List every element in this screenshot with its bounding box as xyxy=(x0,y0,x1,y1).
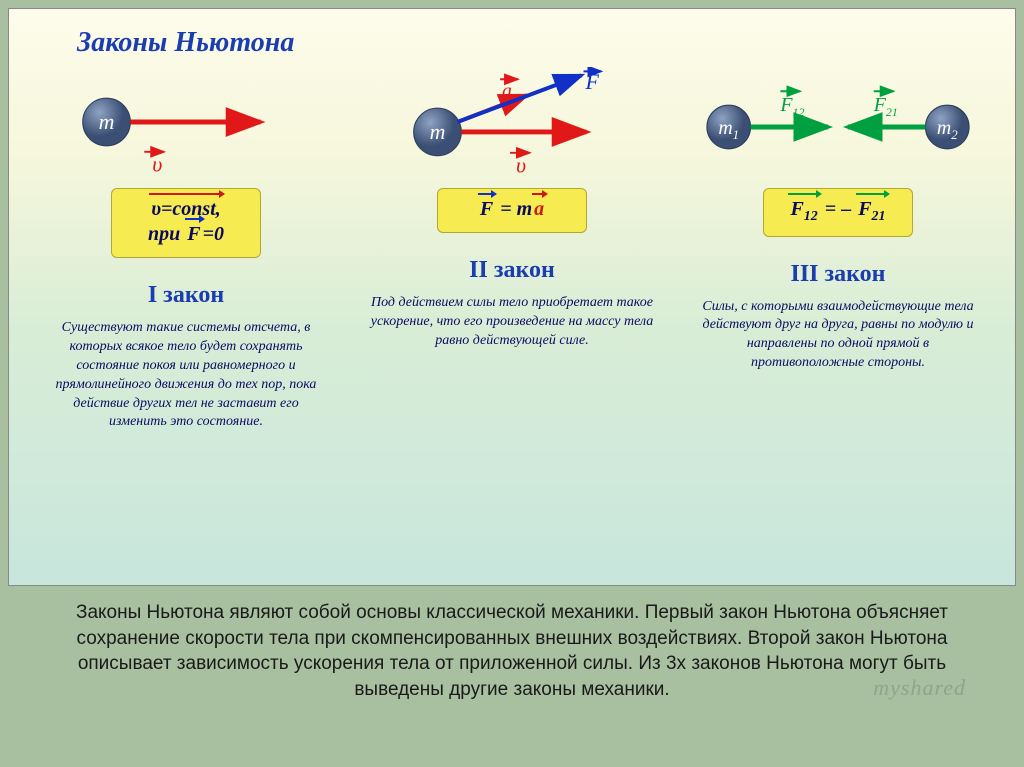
formula-1-suffix: =0 xyxy=(203,223,224,245)
law-3-diagram: m1 m2 F12 F21 xyxy=(689,67,987,182)
summary-text: Законы Ньютона являют собой основы класс… xyxy=(76,602,948,700)
law-3-column: m1 m2 F12 F21 F12 = – xyxy=(689,67,987,565)
formula-2-a: a xyxy=(534,198,544,220)
mass-label: m xyxy=(99,110,115,134)
formula-3-sub21: 21 xyxy=(872,209,886,224)
main-panel: Законы Ньютона xyxy=(8,8,1016,586)
v-label: υ xyxy=(152,153,162,177)
formula-3-sub12: 12 xyxy=(804,209,818,224)
law-1-heading: I закон xyxy=(148,282,224,309)
a-label: a xyxy=(502,80,512,102)
formula-2-F: F xyxy=(480,198,493,220)
law-3-heading: III закон xyxy=(790,261,885,288)
v-label-2: υ xyxy=(516,154,526,178)
formula-3-mid: = – xyxy=(820,198,856,220)
law-2-text: Под действием силы тело приобретает тако… xyxy=(363,294,661,351)
outer-frame: Законы Ньютона xyxy=(0,0,1024,767)
F-label: F xyxy=(585,70,600,94)
law-2-formula: F = ma xyxy=(437,188,587,233)
formula-1-line1: υ=const, xyxy=(151,198,221,220)
F12-label: F12 xyxy=(779,94,804,119)
law-2-column: m a F υ xyxy=(363,67,661,565)
law-2-diagram: m a F υ xyxy=(363,67,661,182)
formula-1-F: F xyxy=(187,223,200,245)
law-2-heading: II закон xyxy=(469,257,555,284)
law-1-diagram: m υ xyxy=(37,67,335,182)
law-3-text: Силы, с которыми взаимодействующие тела … xyxy=(689,298,987,374)
F21-label: F21 xyxy=(873,94,898,119)
formula-3-F21: F xyxy=(858,198,871,220)
formula-3-F12: F xyxy=(790,198,803,220)
law-1-text: Существуют такие системы отсчета, в кото… xyxy=(37,319,335,432)
summary-panel: Законы Ньютона являют собой основы класс… xyxy=(8,586,1016,721)
formula-1-prefix: при xyxy=(148,223,185,245)
mass-label-2: m xyxy=(430,120,446,144)
law-1-column: m υ υ=const, при F=0 I закон Существуют … xyxy=(37,67,335,565)
watermark: myshared xyxy=(873,673,966,703)
law-columns: m υ υ=const, при F=0 I закон Существуют … xyxy=(37,67,987,565)
law-3-formula: F12 = – F21 xyxy=(763,188,913,237)
law-1-formula: υ=const, при F=0 xyxy=(111,188,261,258)
page-title: Законы Ньютона xyxy=(77,27,987,59)
formula-2-eq: = m xyxy=(495,198,532,220)
